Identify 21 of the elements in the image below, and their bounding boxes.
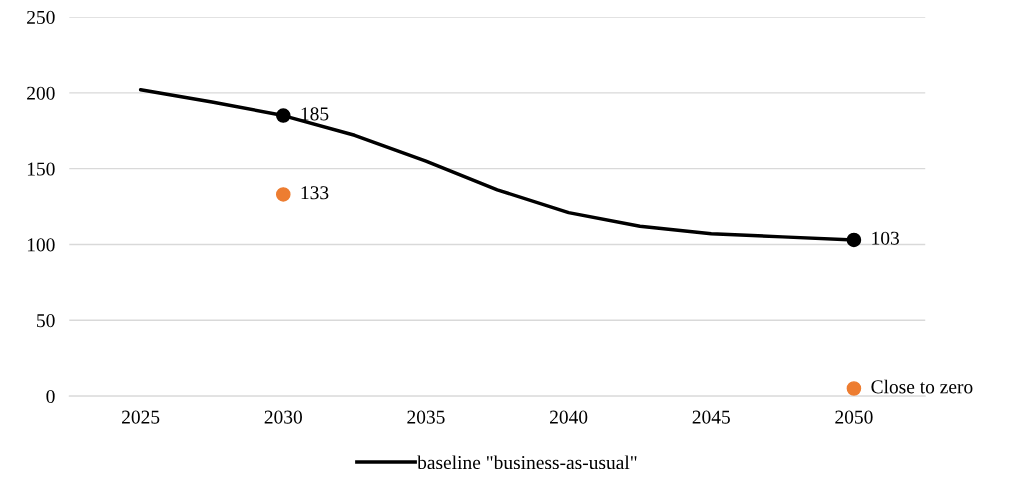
y-tick-label: 50 <box>37 314 55 328</box>
x-tick-label: 2040 <box>550 410 588 424</box>
x-tick-label: 2050 <box>835 410 873 424</box>
legend-label: baseline "business-as-usual" <box>417 455 637 470</box>
data-label: 103 <box>872 231 899 245</box>
data-label: Close to zero <box>871 379 973 394</box>
y-tick-label: 0 <box>46 389 55 404</box>
point <box>846 232 862 248</box>
x-tick-label: 2025 <box>122 410 160 424</box>
y-tick-label: 250 <box>27 10 55 24</box>
y-tick-label: 200 <box>27 86 55 100</box>
data-label: 185 <box>301 107 329 121</box>
point <box>275 187 291 202</box>
y-tick-label: 100 <box>27 238 55 252</box>
x-tick-label: 2045 <box>692 410 730 424</box>
data-label: 133 <box>301 186 329 200</box>
point <box>846 381 862 396</box>
x-tick-label: 2030 <box>264 410 302 424</box>
point <box>275 108 291 123</box>
x-tick-label: 2035 <box>407 410 445 424</box>
y-tick-label: 150 <box>27 162 55 176</box>
